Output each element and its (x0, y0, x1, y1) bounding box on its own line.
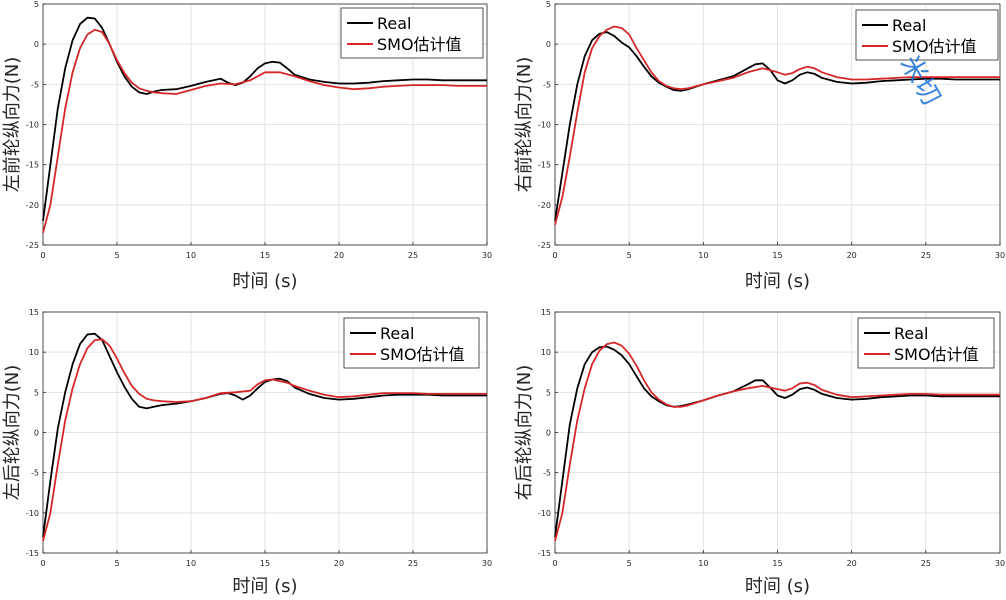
legend-label: SMO估计值 (380, 345, 465, 364)
legend-label: SMO估计值 (892, 37, 977, 56)
x-tick-label: 0 (40, 251, 45, 260)
x-tick-label: 15 (772, 559, 782, 568)
x-tick-label: 5 (114, 251, 119, 260)
y-tick-label: -20 (26, 201, 39, 210)
x-tick-label: 20 (334, 559, 344, 568)
legend-box (855, 9, 999, 61)
y-tick-label: 0 (34, 40, 39, 49)
y-tick-label: -10 (538, 509, 551, 518)
x-tick-label: 30 (995, 559, 1005, 568)
x-tick-label: 5 (627, 559, 632, 568)
y-tick-label: -5 (31, 80, 39, 89)
y-tick-label: 0 (546, 40, 551, 49)
x-tick-label: 10 (186, 251, 196, 260)
y-tick-label: -10 (538, 121, 551, 130)
y-tick-label: 0 (34, 429, 39, 438)
y-tick-label: 0 (546, 429, 551, 438)
y-tick-label: 5 (546, 0, 551, 9)
x-axis-title: 时间 (s) (745, 271, 810, 292)
legend-label: Real (892, 16, 927, 35)
y-tick-label: 5 (34, 388, 39, 397)
y-tick-label: 15 (541, 308, 551, 317)
y-tick-label: 10 (29, 348, 39, 357)
y-tick-label: -25 (26, 241, 39, 250)
x-axis-title: 时间 (s) (745, 576, 810, 597)
y-tick-label: 5 (546, 388, 551, 397)
legend-label: Real (377, 14, 412, 33)
x-tick-label: 10 (698, 559, 708, 568)
x-tick-label: 25 (921, 559, 931, 568)
series-line-smo (42, 338, 487, 542)
series-line-smo (554, 341, 1000, 542)
y-axis-title: 右后轮纵向力(N) (514, 365, 535, 501)
y-axis-title: 右前轮纵向力(N) (514, 57, 535, 193)
x-axis-title: 时间 (s) (232, 576, 297, 597)
y-axis-title: 左前轮纵向力(N) (2, 57, 23, 193)
panel-top-left: 0 5 10 15 20 25 30 -25 -20 -15 -10 -5 0 5 时间 (s) 左前轮纵向力… (2, 0, 492, 292)
x-tick-label: 30 (995, 251, 1005, 260)
legend-label: SMO估计值 (894, 345, 979, 364)
legend: Real SMO估计值 (343, 317, 480, 369)
y-tick-label: -5 (543, 469, 551, 478)
y-tick-label: -5 (543, 80, 551, 89)
series-line-real (554, 345, 1000, 538)
legend-box (857, 317, 995, 369)
x-tick-label: 25 (921, 251, 931, 260)
y-tick-label: -5 (31, 469, 39, 478)
x-tick-label: 20 (847, 251, 857, 260)
x-tick-label: 0 (552, 251, 557, 260)
legend: Real SMO估计值 (340, 7, 484, 59)
x-tick-label: 25 (408, 559, 418, 568)
y-tick-label: -15 (26, 161, 39, 170)
x-tick-label: 15 (260, 559, 270, 568)
legend: Real SMO估计值 (857, 317, 995, 369)
series-line-real (554, 31, 1000, 222)
x-tick-label: 5 (627, 251, 632, 260)
panel-top-right: 0 5 10 15 20 25 30 -25 -20 -15 -10 -5 0 5 时间 (s) 右前轮纵向力… (514, 0, 1005, 292)
x-tick-label: 10 (698, 251, 708, 260)
x-tick-label: 0 (40, 559, 45, 568)
panel-bottom-left: 0 5 10 15 20 25 30 -15 -10 -5 0 5 10 15 时间 (s) 左后轮纵向力(N… (2, 308, 492, 597)
x-tick-label: 25 (408, 251, 418, 260)
series-line-smo (554, 25, 1000, 226)
y-tick-label: 5 (34, 0, 39, 9)
y-tick-label: -15 (538, 161, 551, 170)
x-tick-label: 20 (847, 559, 857, 568)
legend-label: Real (380, 324, 415, 343)
y-tick-label: 15 (29, 308, 39, 317)
y-tick-label: -15 (26, 549, 39, 558)
y-tick-label: -10 (26, 509, 39, 518)
x-tick-label: 30 (482, 559, 492, 568)
y-tick-label: -10 (26, 121, 39, 130)
x-tick-label: 15 (260, 251, 270, 260)
legend: Real SMO估计值 (855, 9, 999, 61)
x-tick-label: 5 (114, 559, 119, 568)
x-tick-label: 10 (186, 559, 196, 568)
legend-label: Real (894, 324, 929, 343)
x-tick-label: 15 (772, 251, 782, 260)
y-tick-label: -20 (538, 201, 551, 210)
x-axis-title: 时间 (s) (232, 271, 297, 292)
y-tick-label: -25 (538, 241, 551, 250)
x-tick-label: 30 (482, 251, 492, 260)
y-tick-label: -15 (538, 549, 551, 558)
x-tick-label: 0 (552, 559, 557, 568)
legend-box (340, 7, 484, 59)
series-line-smo (42, 28, 487, 234)
legend-box (343, 317, 480, 369)
legend-label: SMO估计值 (377, 35, 462, 54)
series-line-real (42, 332, 487, 538)
panel-bottom-right: 0 5 10 15 20 25 30 -15 -10 -5 0 5 10 15 时间 (s) 右后轮纵向力(N… (514, 308, 1005, 597)
y-tick-label: 10 (541, 348, 551, 357)
x-tick-label: 20 (334, 251, 344, 260)
y-axis-title: 左后轮纵向力(N) (2, 365, 23, 501)
